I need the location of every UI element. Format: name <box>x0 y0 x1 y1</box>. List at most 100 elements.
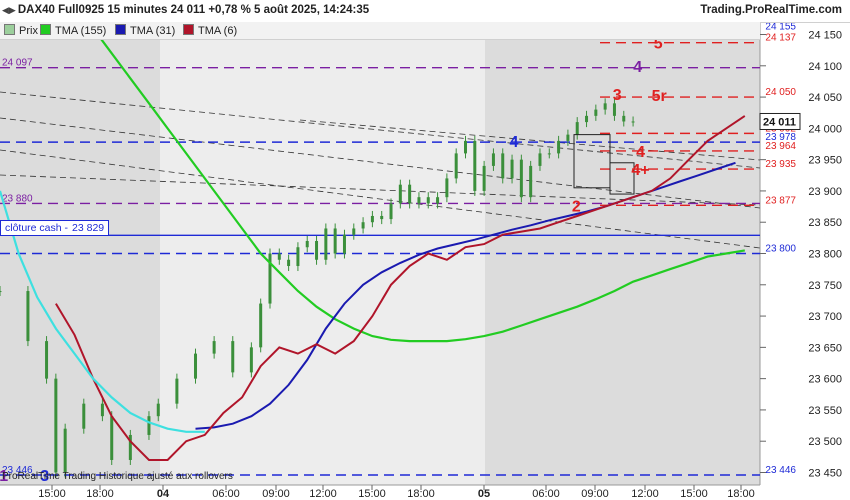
trend-line-0 <box>0 91 761 169</box>
price-body-26 <box>352 228 356 235</box>
price-body-55 <box>622 115 626 122</box>
wave-label-2: 4 <box>633 59 642 76</box>
series-line-4 <box>0 190 205 433</box>
price-body-39 <box>473 140 477 191</box>
x-axis: 15:00 18:00 04 06:00 09:00 12:00 15:00 18:00 05 0… <box>38 485 755 500</box>
price-body-47 <box>547 153 551 155</box>
footer-note: ProRealTime Trading Historique ajusté au… <box>2 471 233 482</box>
price-body-31 <box>398 184 402 204</box>
level-label-1: 24 137 <box>765 33 796 44</box>
series-line-3 <box>55 115 746 461</box>
x-tick-label-2: 04 <box>157 488 170 500</box>
series-layer <box>0 27 746 478</box>
price-body-36 <box>445 178 449 198</box>
y-tick-label-13: 23 500 <box>808 436 842 448</box>
price-body-23 <box>324 228 328 260</box>
wave-label-9: 3 <box>40 468 49 485</box>
level-label-7: 23 935 <box>765 159 796 170</box>
price-body-0 <box>0 291 2 293</box>
level-label-9: 23 877 <box>765 195 796 206</box>
price-badge: 24 011 <box>759 112 801 130</box>
expand-arrows-icon[interactable]: ◀▶ <box>2 5 16 15</box>
x-tick-label-7: 18:00 <box>407 488 435 500</box>
legend-bar: Prix TMA (155) TMA (31) TMA (6) <box>0 22 760 40</box>
price-body-9 <box>147 416 151 435</box>
price-body-33 <box>417 197 421 204</box>
wave-label-3: 3 <box>613 87 622 104</box>
price-body-34 <box>426 197 430 204</box>
level-label-0: 24 155 <box>765 21 796 32</box>
x-tick-label-4: 09:00 <box>262 488 290 500</box>
price-body-14 <box>231 341 235 373</box>
wave-label-5: 4 <box>509 134 518 151</box>
price-body-49 <box>566 134 570 141</box>
y-tick-label-8: 23 750 <box>808 280 842 292</box>
level-label-13: 23 446 <box>2 465 33 476</box>
consolidation-boxes <box>573 134 635 195</box>
wave-label-1: 5 <box>654 36 663 53</box>
price-body-27 <box>361 222 365 229</box>
y-tick-label-7: 23 800 <box>808 249 842 261</box>
price-body-22 <box>315 240 319 260</box>
y-tick-label-1: 24 100 <box>808 61 842 73</box>
price-body-46 <box>538 153 542 166</box>
y-tick-label-5: 23 900 <box>808 186 842 198</box>
x-tick-label-6: 15:00 <box>358 488 386 500</box>
trend-line-3 <box>0 174 761 206</box>
price-body-29 <box>380 215 384 220</box>
level-label-6: 23 964 <box>765 141 796 152</box>
price-body-16 <box>259 303 263 348</box>
price-body-41 <box>491 153 495 166</box>
price-body-6 <box>100 403 104 417</box>
price-body-51 <box>585 115 589 123</box>
y-tick-label-9: 23 700 <box>808 311 842 323</box>
legend-item-tma31[interactable]: TMA (31) <box>115 24 175 37</box>
price-body-37 <box>454 153 458 179</box>
level-label-3: 24 050 <box>765 87 796 98</box>
chart-header: ◀▶ DAX40 Full0925 15 minutes 24 011 +0,78… <box>0 0 850 23</box>
legend-item-tma6[interactable]: TMA (6) <box>183 24 237 37</box>
price-body-45 <box>529 165 533 198</box>
x-tick-label-1: 18:00 <box>86 488 114 500</box>
x-tick-label-9: 06:00 <box>532 488 560 500</box>
price-body-50 <box>575 122 579 135</box>
legend-swatch-icon <box>115 24 126 35</box>
price-body-52 <box>594 109 598 116</box>
price-body-24 <box>333 228 337 254</box>
legend-item-tma155[interactable]: TMA (155) <box>40 24 106 37</box>
level-label-11: 23 800 <box>765 244 796 255</box>
trend-line-2 <box>0 149 761 249</box>
price-badge-text: 24 011 <box>763 116 796 128</box>
level-label-12: 23 446 <box>765 465 796 476</box>
price-body-2 <box>45 341 49 379</box>
series-line-1 <box>92 27 745 343</box>
box-2 <box>609 162 635 195</box>
price-body-7 <box>110 416 114 460</box>
price-body-12 <box>194 353 198 379</box>
price-body-35 <box>436 197 440 204</box>
close-cash-label: clôture cash -23 829 <box>0 220 110 237</box>
y-tick-label-0: 24 150 <box>808 30 842 42</box>
trend-line-4 <box>299 119 761 161</box>
y-axis: 24 150 24 100 24 050 24 000 23 950 23 900 23 8… <box>760 30 842 479</box>
wave-label-8: 2 <box>572 198 581 215</box>
x-tick-label-10: 09:00 <box>581 488 609 500</box>
price-body-56 <box>631 121 635 123</box>
x-tick-label-8: 05 <box>478 488 490 500</box>
level-label-8: 23 880 <box>2 193 33 204</box>
x-tick-label-0: 15:00 <box>38 488 66 500</box>
x-tick-label-3: 06:00 <box>212 488 240 500</box>
wave-label-4: 5r <box>652 88 667 105</box>
x-tick-label-5: 12:00 <box>309 488 337 500</box>
level-label-5: 23 978 <box>765 132 796 143</box>
price-body-40 <box>482 165 486 191</box>
y-tick-label-6: 23 850 <box>808 217 842 229</box>
legend-item-prix[interactable]: Prix <box>4 24 38 37</box>
price-body-43 <box>510 159 514 179</box>
price-body-18 <box>277 253 281 260</box>
brand-label: Trading.ProRealTime.com <box>700 4 842 16</box>
price-body-32 <box>408 184 412 204</box>
price-badge-box <box>759 112 801 130</box>
